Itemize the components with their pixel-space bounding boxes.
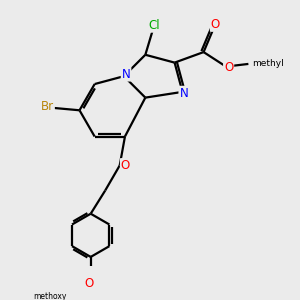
Text: N: N (122, 68, 130, 81)
Text: O: O (121, 159, 130, 172)
Text: Cl: Cl (149, 19, 161, 32)
Text: O: O (85, 277, 94, 290)
Text: O: O (224, 61, 233, 74)
Text: N: N (179, 87, 188, 100)
Text: O: O (211, 18, 220, 31)
Text: methoxy: methoxy (34, 292, 67, 300)
Text: Br: Br (41, 100, 54, 113)
Text: methyl: methyl (252, 59, 284, 68)
